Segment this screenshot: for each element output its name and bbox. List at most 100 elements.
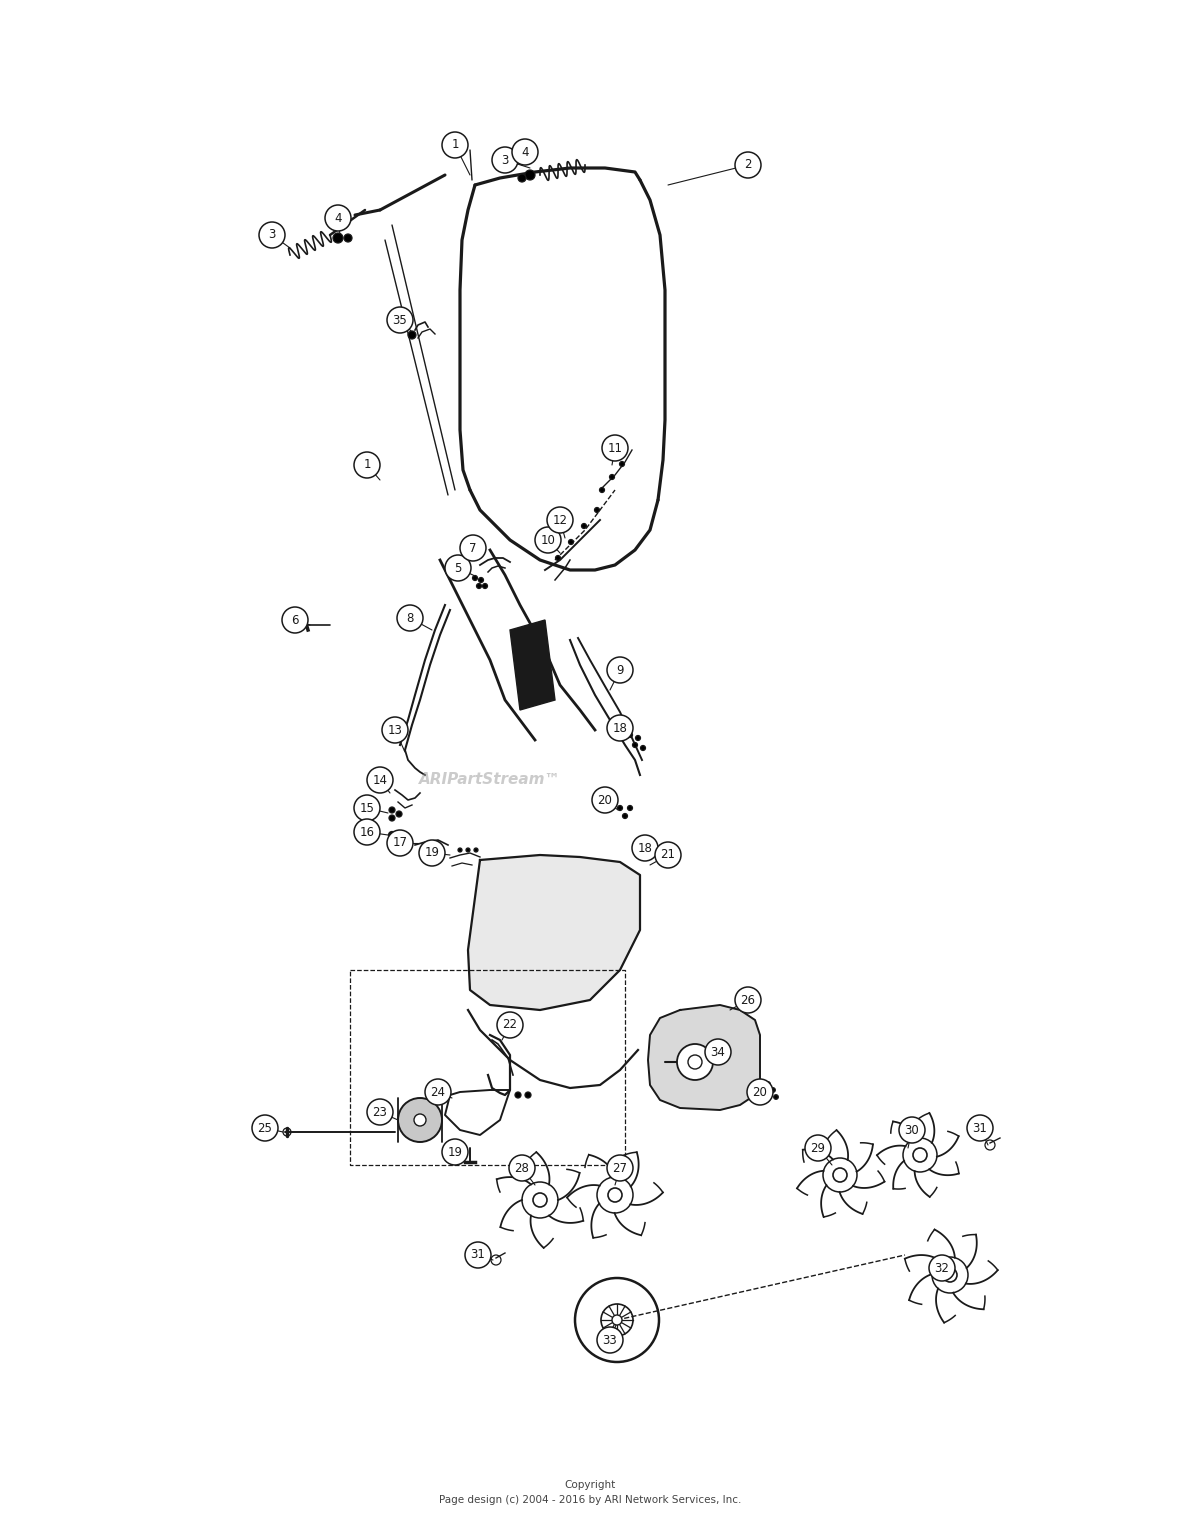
Circle shape	[766, 1081, 771, 1086]
Text: 28: 28	[514, 1162, 530, 1174]
Circle shape	[474, 847, 478, 852]
Circle shape	[612, 1315, 622, 1325]
Circle shape	[943, 1267, 957, 1283]
Text: 19: 19	[425, 846, 439, 860]
Circle shape	[610, 475, 615, 479]
Circle shape	[771, 1087, 775, 1092]
Circle shape	[387, 831, 413, 857]
Circle shape	[497, 1012, 523, 1038]
Text: 21: 21	[661, 849, 675, 861]
Circle shape	[477, 583, 481, 588]
Text: 32: 32	[935, 1261, 950, 1275]
Circle shape	[367, 767, 393, 793]
Circle shape	[442, 131, 468, 157]
Circle shape	[632, 835, 658, 861]
Circle shape	[704, 1038, 730, 1064]
Circle shape	[345, 234, 352, 241]
Circle shape	[382, 718, 408, 744]
Circle shape	[458, 847, 463, 852]
Text: 35: 35	[393, 313, 407, 327]
Circle shape	[669, 861, 675, 866]
Text: Copyright: Copyright	[564, 1480, 616, 1490]
Circle shape	[735, 153, 761, 179]
Circle shape	[747, 1080, 773, 1106]
Circle shape	[582, 524, 586, 528]
Circle shape	[595, 507, 599, 513]
Text: 22: 22	[503, 1019, 518, 1032]
Circle shape	[913, 1148, 927, 1162]
Text: 25: 25	[257, 1121, 273, 1135]
Circle shape	[662, 861, 667, 866]
Circle shape	[735, 986, 761, 1012]
Circle shape	[761, 1090, 766, 1095]
Circle shape	[774, 1095, 779, 1099]
Circle shape	[833, 1168, 847, 1182]
Text: 3: 3	[502, 154, 509, 166]
Circle shape	[388, 832, 395, 838]
Text: 31: 31	[972, 1121, 988, 1135]
Circle shape	[617, 806, 623, 811]
Text: 34: 34	[710, 1046, 726, 1058]
Circle shape	[628, 806, 632, 811]
Text: 12: 12	[552, 513, 568, 527]
Text: 6: 6	[291, 614, 299, 626]
Circle shape	[641, 745, 645, 750]
Text: 1: 1	[451, 139, 459, 151]
Text: 15: 15	[360, 802, 374, 814]
Text: 16: 16	[360, 826, 374, 838]
Circle shape	[258, 221, 286, 247]
Circle shape	[419, 840, 445, 866]
Circle shape	[479, 577, 484, 582]
Circle shape	[556, 556, 560, 560]
Text: 19: 19	[447, 1145, 463, 1159]
Circle shape	[398, 1098, 442, 1142]
Circle shape	[367, 1099, 393, 1125]
Circle shape	[688, 1055, 702, 1069]
Text: 18: 18	[612, 721, 628, 734]
Circle shape	[592, 786, 618, 812]
Text: Page design (c) 2004 - 2016 by ARI Network Services, Inc.: Page design (c) 2004 - 2016 by ARI Netwo…	[439, 1495, 741, 1506]
Circle shape	[472, 576, 478, 580]
Circle shape	[597, 1327, 623, 1353]
Text: 4: 4	[334, 212, 342, 224]
Circle shape	[602, 435, 628, 461]
Polygon shape	[468, 855, 640, 1009]
Circle shape	[632, 742, 637, 748]
Text: 13: 13	[387, 724, 402, 736]
Circle shape	[514, 1092, 522, 1098]
Circle shape	[657, 852, 662, 858]
Circle shape	[389, 815, 395, 822]
Circle shape	[396, 605, 422, 631]
Circle shape	[535, 527, 560, 553]
Circle shape	[460, 534, 486, 560]
Circle shape	[414, 1115, 426, 1125]
Circle shape	[333, 234, 343, 243]
Circle shape	[755, 1080, 760, 1084]
Circle shape	[354, 452, 380, 478]
Circle shape	[389, 806, 395, 812]
Polygon shape	[510, 620, 555, 710]
Text: 10: 10	[540, 533, 556, 547]
Text: 20: 20	[753, 1086, 767, 1098]
Circle shape	[620, 461, 624, 467]
Circle shape	[623, 814, 628, 818]
Circle shape	[253, 1115, 278, 1141]
Circle shape	[569, 539, 573, 545]
Circle shape	[533, 1193, 548, 1206]
Text: 14: 14	[373, 774, 387, 786]
Text: 31: 31	[471, 1249, 485, 1261]
Circle shape	[324, 205, 350, 231]
Circle shape	[512, 139, 538, 165]
Circle shape	[608, 1188, 622, 1202]
Text: 11: 11	[608, 441, 623, 455]
Text: 20: 20	[597, 794, 612, 806]
Circle shape	[282, 608, 308, 634]
Circle shape	[518, 174, 526, 182]
Circle shape	[899, 1116, 925, 1144]
Text: 3: 3	[268, 229, 276, 241]
Circle shape	[354, 796, 380, 822]
Circle shape	[677, 1044, 713, 1080]
Text: 18: 18	[637, 841, 653, 855]
Circle shape	[483, 583, 487, 588]
Circle shape	[548, 507, 573, 533]
